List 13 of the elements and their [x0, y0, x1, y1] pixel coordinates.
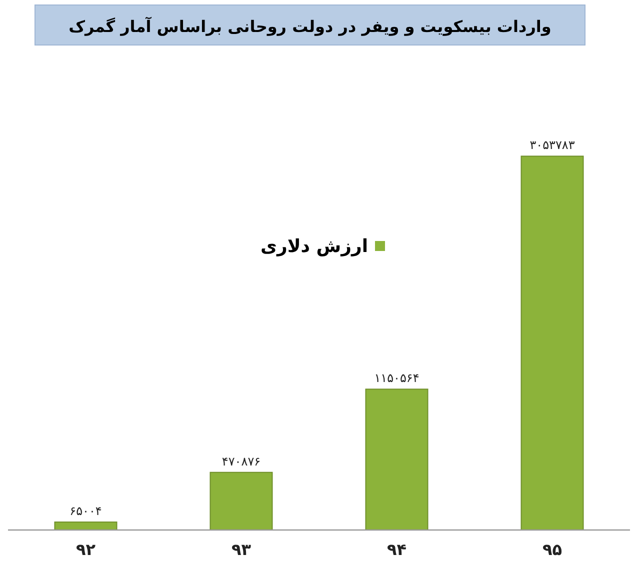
- bar: [210, 472, 273, 530]
- chart-title: واردات بیسکویت و ویفر در دولت روحانی براساس آمار گمرک: [68, 16, 552, 36]
- legend: ارزش دلاری: [260, 236, 385, 257]
- x-tick-label: ۹۵: [542, 540, 562, 559]
- x-tick-label: ۹۲: [76, 540, 96, 559]
- data-label: ۱۱۵۰۵۶۴: [374, 371, 420, 386]
- x-tick-label: ۹۳: [231, 540, 252, 559]
- x-tick-label: ۹۴: [386, 540, 407, 559]
- bar: [520, 156, 584, 530]
- data-label: ۶۵۰۰۴: [70, 504, 102, 518]
- bar: [365, 388, 428, 530]
- data-label: ۴۷۰۸۷۶: [222, 454, 261, 468]
- data-label: ۳۰۵۳۷۸۳: [530, 138, 576, 152]
